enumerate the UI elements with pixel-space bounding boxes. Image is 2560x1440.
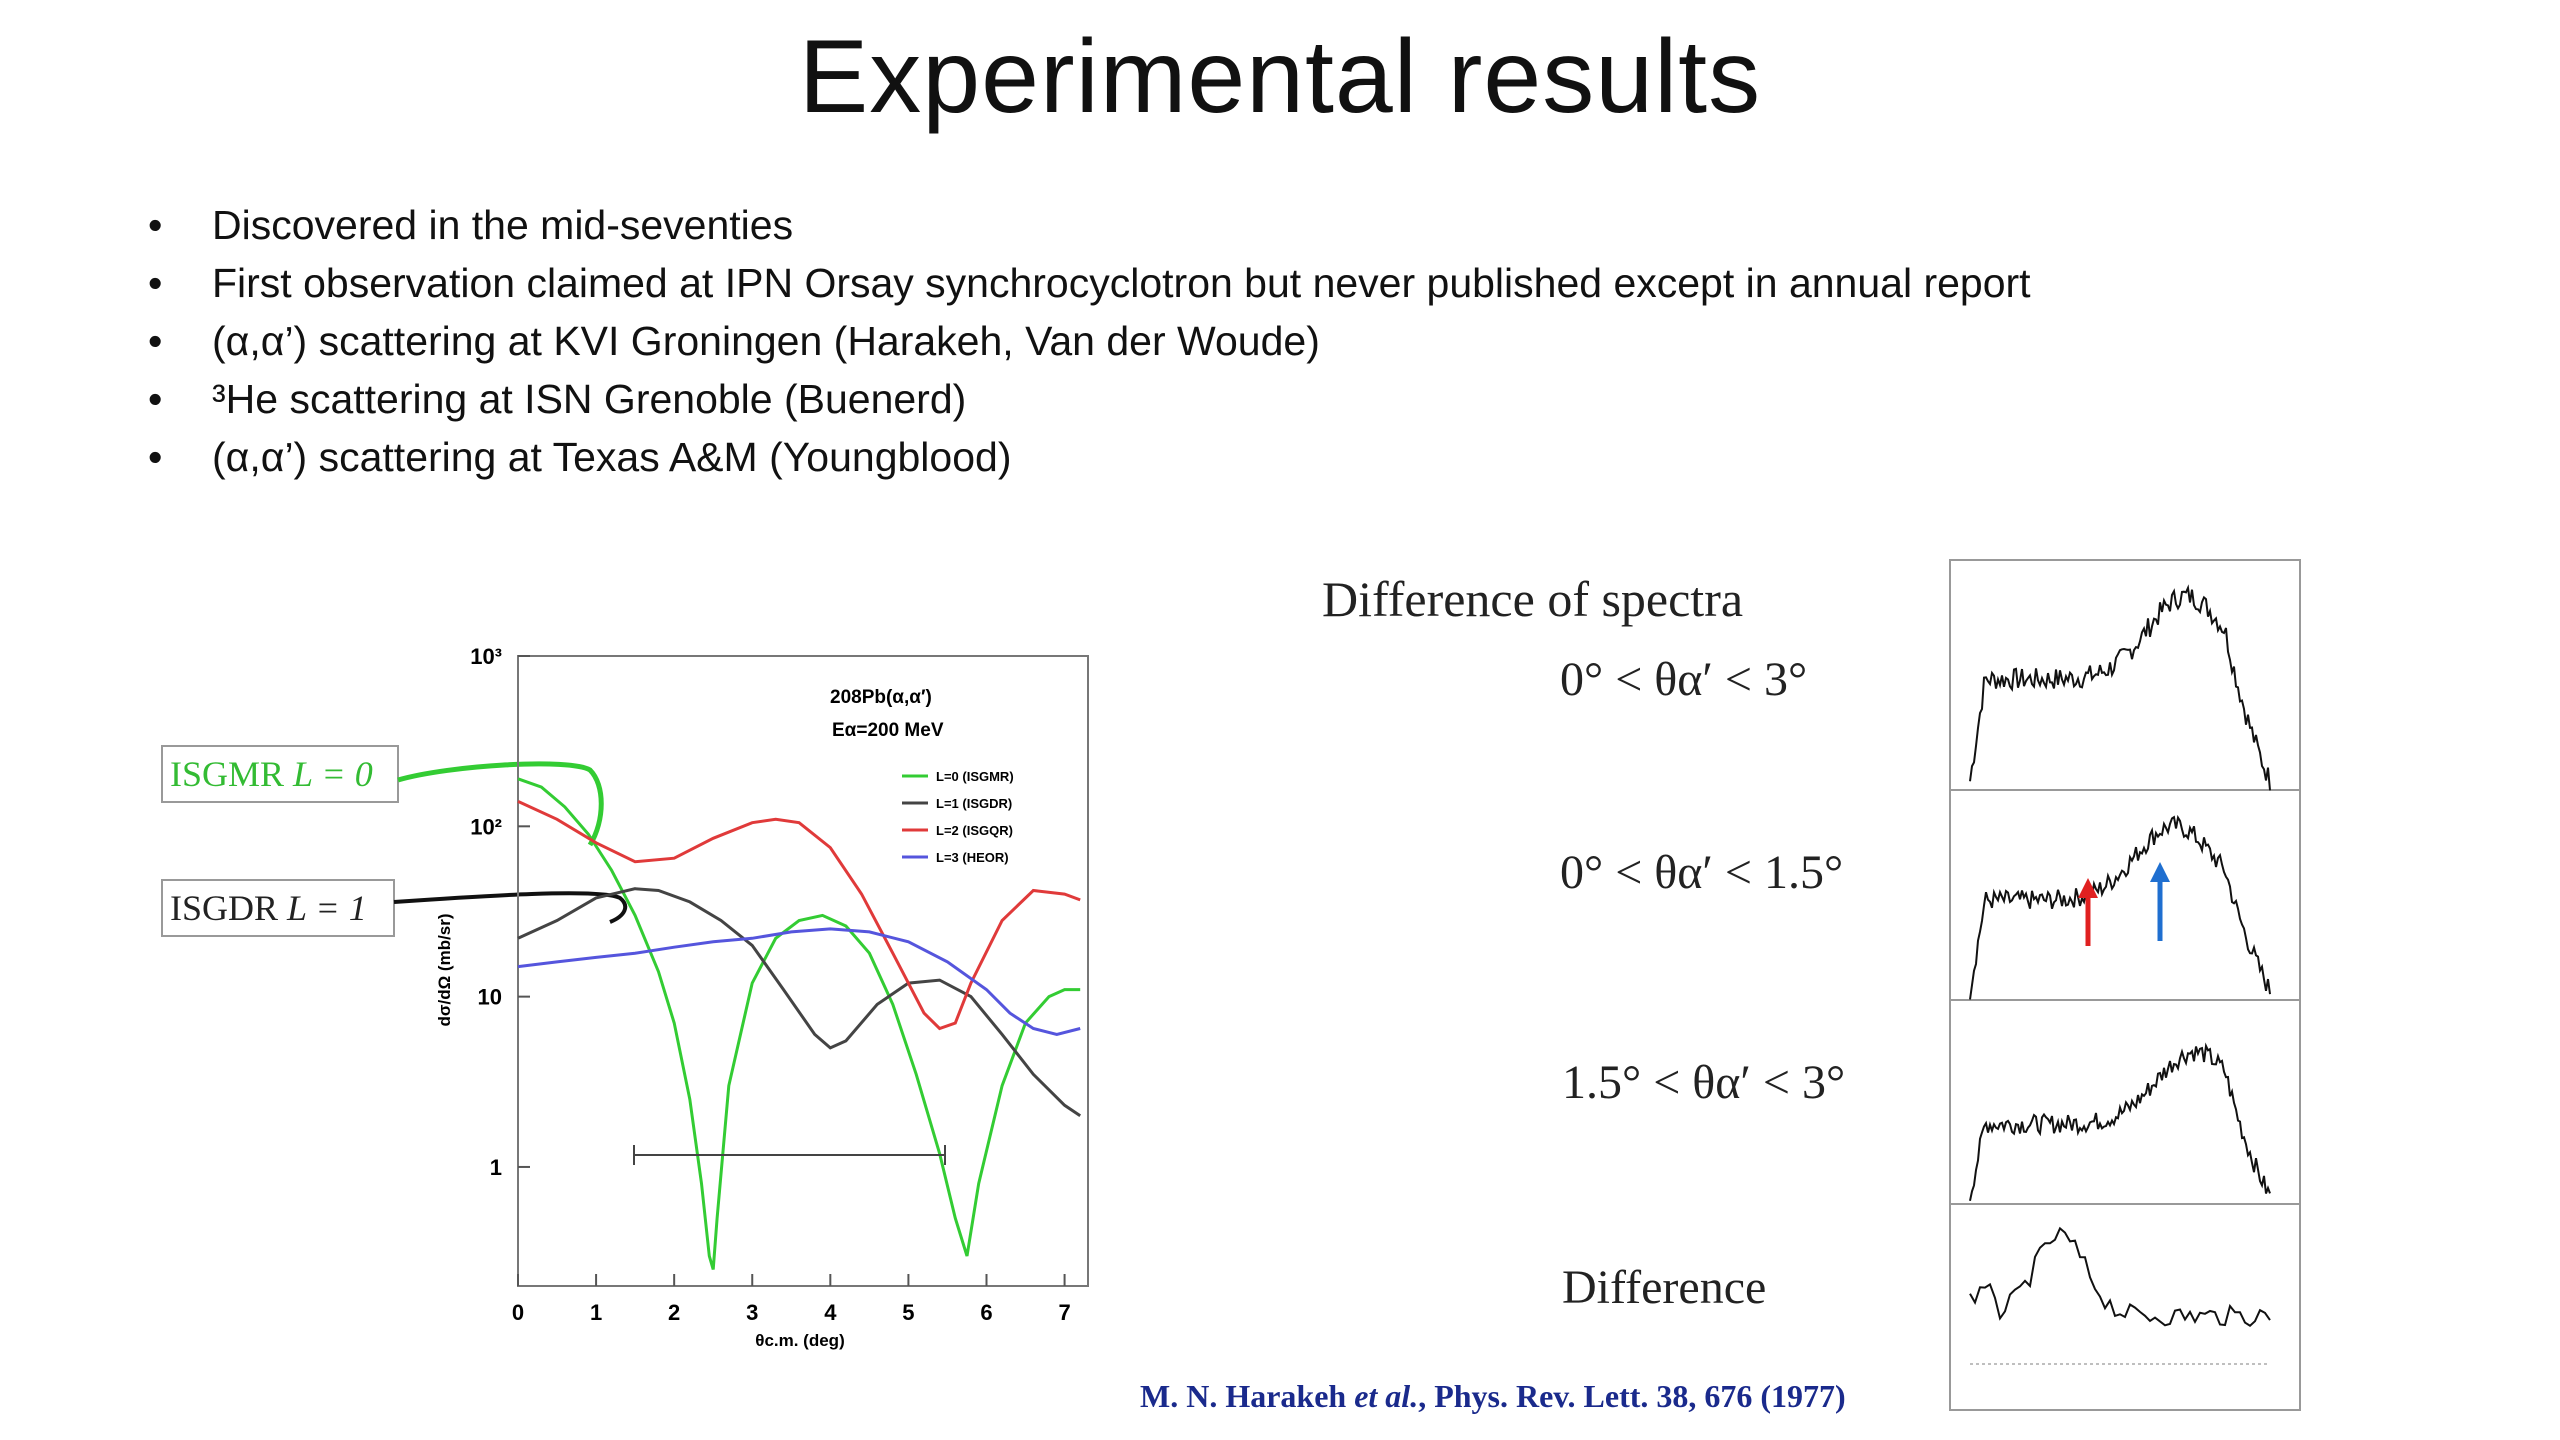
x-axis-label: θc.m. (deg) xyxy=(755,1331,844,1350)
spectra-label-1: 0° < θα′ < 3° xyxy=(1560,653,1808,706)
legend-entry: L=1 (ISGDR) xyxy=(936,796,1012,811)
reference-etal: et al. xyxy=(1354,1378,1419,1414)
chart-legend: L=0 (ISGMR) L=1 (ISGDR) L=2 (ISGQR) L=3 (HE… xyxy=(902,769,1014,865)
bullet-item: (α,α’) scattering at Texas A&M (Youngblo… xyxy=(148,428,2448,486)
y-axis-label: dσ/dΩ (mb/sr) xyxy=(435,913,454,1026)
x-tick-label: 5 xyxy=(902,1300,914,1325)
bullet-item: Discovered in the mid-seventies xyxy=(148,196,2448,254)
spectra-label-4: Difference xyxy=(1562,1261,1767,1314)
x-tick-label: 1 xyxy=(590,1300,602,1325)
reference-citation: M. N. Harakeh et al., Phys. Rev. Lett. 3… xyxy=(1140,1378,1846,1415)
bullet-list: Discovered in the mid-seventies First ob… xyxy=(148,196,2448,486)
spectrum-trace xyxy=(1969,584,2271,791)
x-tick-label: 2 xyxy=(668,1300,680,1325)
spectrum-trace xyxy=(1969,1042,2271,1202)
bullet-item: ³He scattering at ISN Grenoble (Buenerd) xyxy=(148,370,2448,428)
bullet-item: First observation claimed at IPN Orsay s… xyxy=(148,254,2448,312)
isgdr-callout-text: ISGDR L = 1 xyxy=(170,888,367,928)
series-line-1 xyxy=(517,887,1082,1117)
legend-entry: L=0 (ISGMR) xyxy=(936,769,1014,784)
slide-title: Experimental results xyxy=(798,19,1762,135)
spectra-heading: Difference of spectra xyxy=(1322,571,1744,627)
reference-journal: , Phys. Rev. Lett. 38, 676 (1977) xyxy=(1418,1378,1846,1414)
energy-label: Eα=200 MeV xyxy=(832,720,944,741)
x-tick-label: 4 xyxy=(824,1300,837,1325)
reaction-label: 208Pb(α,α′) xyxy=(830,687,932,708)
y-tick-label: 1 xyxy=(490,1155,502,1180)
legend-entry: L=3 (HEOR) xyxy=(936,850,1009,865)
bullet-item: (α,α’) scattering at KVI Groningen (Hara… xyxy=(148,312,2448,370)
series-line-3 xyxy=(517,927,1081,1036)
x-tick-label: 7 xyxy=(1058,1300,1070,1325)
reference-authors: M. N. Harakeh xyxy=(1140,1378,1347,1414)
x-tick-label: 3 xyxy=(746,1300,758,1325)
y-tick-label: 10 xyxy=(478,985,502,1010)
spectra-frame xyxy=(1949,559,2301,1411)
legend-entry: L=2 (ISGQR) xyxy=(936,823,1013,838)
blue-arrow-head xyxy=(2150,862,2170,882)
isgmr-pointer-arrow xyxy=(397,761,604,847)
x-tick-label: 0 xyxy=(512,1300,524,1325)
spectra-label-3: 1.5° < θα′ < 3° xyxy=(1562,1056,1846,1109)
y-tick-label: 10³ xyxy=(470,644,502,669)
angular-distribution-chart: ISGMR L = 0 ISGDR L = 1 0 1 2 3 4 5 6 7 10³ 10² 10… xyxy=(161,644,1089,1350)
difference-trace xyxy=(1969,1226,2271,1327)
spectra-label-2: 0° < θα′ < 1.5° xyxy=(1560,846,1844,899)
red-arrow-head xyxy=(2078,878,2098,898)
series-line-0 xyxy=(517,777,1081,1270)
spectrum-trace xyxy=(1969,814,2271,1000)
y-tick-label: 10² xyxy=(470,814,502,839)
isgmr-callout-box xyxy=(161,745,399,803)
isgmr-callout-text: ISGMR L = 0 xyxy=(170,754,373,794)
plot-frame xyxy=(517,655,1089,1287)
x-tick-label: 6 xyxy=(980,1300,992,1325)
series-line-2 xyxy=(517,800,1081,1031)
isgdr-callout-box xyxy=(161,879,395,937)
isgdr-pointer-arrow xyxy=(393,891,628,924)
angular-distribution-figure: ISGMR L = 0 ISGDR L = 1 0 1 2 3 4 5 6 7 10³ 10² 10… xyxy=(150,640,1110,1360)
spectra-figure xyxy=(1949,559,2301,1411)
